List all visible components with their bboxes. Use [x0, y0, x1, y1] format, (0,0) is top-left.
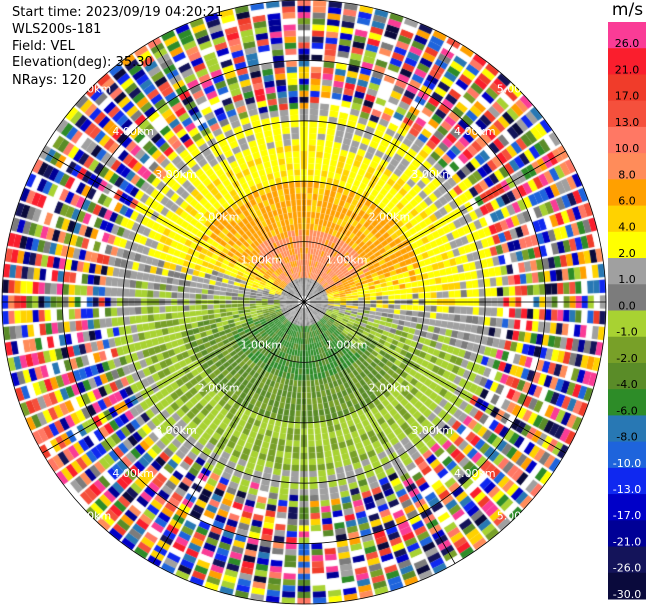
range-ring-label: 2.00km [369, 211, 411, 224]
colorbar-tick-label: 4.0 [618, 221, 636, 234]
range-ring [122, 120, 486, 484]
colorbar-tick-label: 17.0 [615, 90, 640, 103]
colorbar-tick-label: 10.0 [615, 142, 640, 155]
range-ring-label: 5.00km [70, 510, 112, 523]
spoke-line [42, 301, 305, 454]
range-ring-label: 4.00km [112, 125, 154, 138]
colorbar-tick-label: 13.0 [615, 116, 640, 129]
field-text: Field: VEL [12, 39, 75, 54]
colorbar-segment [608, 126, 646, 154]
range-ring-label: 5.00km [497, 510, 539, 523]
spoke-line [303, 301, 456, 564]
range-ring-label: 1.00km [241, 253, 283, 266]
nrays-text: NRays: 120 [12, 73, 87, 88]
range-ring-label: 3.00km [411, 168, 453, 181]
range-ring-label: 5.00km [70, 82, 112, 95]
range-ring-label: 5.00km [497, 82, 539, 95]
colorbar-segment [608, 231, 646, 259]
colorbar-tick-label: -10.0 [613, 457, 641, 470]
colorbar-tick-label: -13.0 [613, 483, 641, 496]
colorbar-segment [608, 310, 646, 338]
colorbar-tick-label: 6.0 [618, 194, 636, 207]
range-ring-label: 3.00km [155, 424, 197, 437]
colorbar-tick-label: 1.0 [618, 273, 636, 286]
range-ring-label: 1.00km [241, 339, 283, 352]
range-ring [61, 59, 547, 545]
colorbar-segment [608, 362, 646, 390]
colorbar-segment [608, 258, 646, 285]
spoke-line [152, 301, 305, 564]
colorbar-segment [608, 467, 646, 495]
colorbar-tick-label: -2.0 [616, 352, 637, 365]
range-ring-label: 1.00km [326, 339, 368, 352]
spoke-line [152, 40, 305, 303]
spoke-line [303, 40, 456, 303]
spoke-line [42, 150, 305, 303]
colorbar-tick-label: -26.0 [613, 562, 641, 575]
range-ring-label: 4.00km [454, 467, 496, 480]
colorbar-segment [608, 48, 646, 75]
spoke-line [303, 301, 566, 454]
colorbar-segment [608, 179, 646, 207]
colorbar-segment [608, 74, 646, 102]
spoke-line [303, 150, 566, 303]
range-ring-label: 1.00km [326, 253, 368, 266]
colorbar-segment [608, 415, 646, 443]
range-ring [243, 241, 365, 363]
colorbar-tick-label: -1.0 [616, 326, 637, 339]
range-ring-label: 3.00km [155, 168, 197, 181]
colorbar-tick-label: 2.0 [618, 247, 636, 260]
colorbar-tick-label: -21.0 [613, 535, 641, 548]
colorbar-segment [608, 572, 646, 600]
start-time-text: Start time: 2023/09/19 04:20:21 [12, 5, 224, 20]
colorbar-segment [608, 441, 646, 469]
colorbar-segment [608, 22, 646, 49]
range-ring [182, 180, 426, 424]
colorbar-tick-label: 8.0 [618, 168, 636, 181]
colorbar-segment [608, 546, 646, 574]
colorbar-segment [608, 153, 646, 180]
colorbar-segment [608, 389, 646, 416]
colorbar-tick-label: -30.0 [613, 588, 641, 601]
colorbar-tick-label: 26.0 [615, 37, 640, 50]
range-ring-label: 4.00km [112, 467, 154, 480]
range-ring-label: 2.00km [198, 211, 240, 224]
colorbar-tick-label: 21.0 [615, 63, 640, 76]
colorbar-tick-label: -8.0 [616, 431, 637, 444]
range-ring-label: 3.00km [411, 424, 453, 437]
elevation-text: Elevation(deg): 35.30 [12, 55, 153, 70]
instrument-text: WLS200s-181 [12, 22, 102, 37]
colorbar-segment [608, 520, 646, 548]
colorbar-segment [608, 284, 646, 311]
range-ring-label: 2.00km [369, 381, 411, 394]
colorbar-segment [608, 494, 646, 521]
colorbar-unit-label: m/s [611, 0, 644, 20]
colorbar-tick-label: -4.0 [616, 378, 637, 391]
colorbar-segment [608, 336, 646, 364]
colorbar-segment [608, 100, 646, 128]
colorbar-tick-label: 0.0 [618, 299, 636, 312]
colorbar-tick-label: -17.0 [613, 509, 641, 522]
range-ring-label: 2.00km [198, 381, 240, 394]
range-ring-label: 4.00km [454, 125, 496, 138]
colorbar-segment [608, 205, 646, 233]
range-ring [1, 0, 607, 605]
colorbar-tick-label: -6.0 [616, 404, 637, 417]
